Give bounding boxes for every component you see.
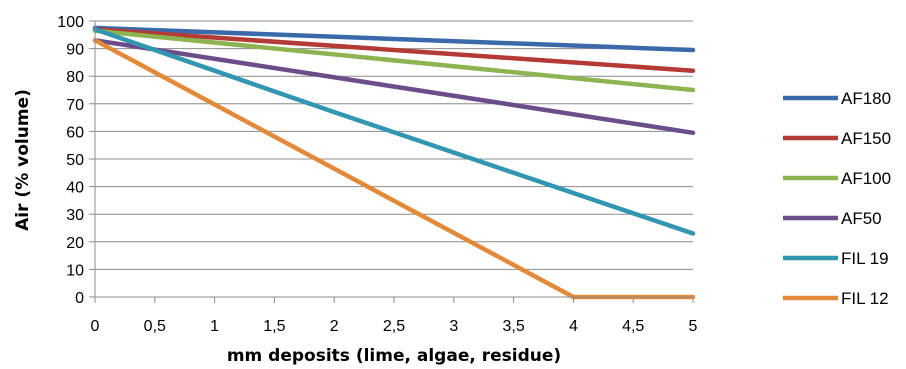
legend-label-af50: AF50 [841, 209, 882, 228]
y-tick-label: 60 [66, 124, 84, 141]
x-tick-label: 2 [330, 318, 339, 335]
series-line-af180 [92, 25, 696, 53]
series-line-fil-12 [92, 38, 696, 300]
y-tick-label: 100 [57, 14, 84, 31]
legend-label-af180: AF180 [841, 89, 891, 108]
y-tick-label: 0 [75, 290, 84, 307]
x-axis-title: mm deposits (lime, algae, residue) [227, 346, 561, 366]
x-tick-label: 2,5 [383, 318, 405, 335]
legend-label-fil-19: FIL 19 [841, 249, 889, 268]
axes [94, 21, 693, 298]
y-tick-label: 30 [66, 207, 84, 224]
series-line-af150 [92, 27, 696, 73]
y-axis-title: Air (% volume) [13, 89, 33, 231]
x-tick-label: 3 [449, 318, 458, 335]
x-tick-label: 5 [689, 318, 698, 335]
x-tick-label: 0,5 [144, 318, 166, 335]
x-tick-label: 4,5 [622, 318, 644, 335]
x-tick-label: 4 [569, 318, 578, 335]
series-line-fil-19 [92, 27, 696, 236]
series-line-af100 [92, 28, 696, 93]
legend: AF180 AF150 AF100 AF50 FIL 19 FIL 12 [783, 89, 891, 308]
series-lines [92, 25, 696, 300]
x-tick-label: 0 [91, 318, 100, 335]
y-tick-label: 50 [66, 152, 84, 169]
y-axis-tick-labels: 0 10 20 30 40 50 60 70 80 90 100 [57, 14, 84, 307]
legend-label-af150: AF150 [841, 129, 891, 148]
series-line-af50 [92, 38, 696, 136]
y-tick-label: 20 [66, 235, 84, 252]
y-tick-label: 80 [66, 69, 84, 86]
y-tick-label: 90 [66, 42, 84, 59]
x-axis-tick-labels: 0 0,5 1 1,5 2 2,5 3 3,5 4 4,5 5 [91, 318, 698, 335]
x-tick-label: 1,5 [263, 318, 285, 335]
x-tick-label: 1 [210, 318, 219, 335]
legend-label-fil-12: FIL 12 [841, 289, 889, 308]
y-tick-label: 70 [66, 97, 84, 114]
legend-label-af100: AF100 [841, 169, 891, 188]
y-tick-label: 10 [66, 262, 84, 279]
y-tick-label: 40 [66, 180, 84, 197]
x-tick-label: 3,5 [502, 318, 524, 335]
